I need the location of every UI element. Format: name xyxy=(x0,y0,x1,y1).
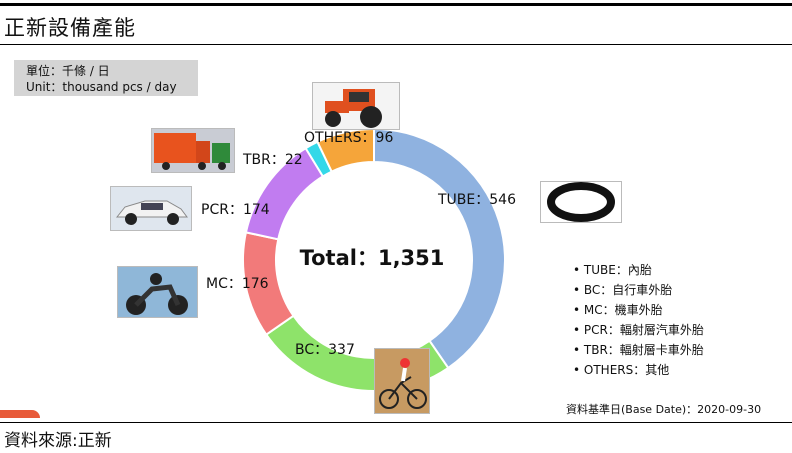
slice-label-tube: TUBE：546 xyxy=(437,192,516,208)
unit-line-english: Unit：thousand pcs / day xyxy=(26,80,177,94)
brand-accent-mark xyxy=(0,410,40,418)
bottom-rule xyxy=(0,422,792,423)
slice-label-bc: BC：337 xyxy=(295,342,355,358)
center-total-label: Total：1,351 xyxy=(300,246,445,270)
legend-item-pcr: • PCR：輻射層汽車外胎 xyxy=(573,323,704,337)
legend-item-bc: • BC：自行車外胎 xyxy=(573,283,673,297)
legend: • TUBE：內胎 • BC：自行車外胎 • MC：機車外胎 • PCR：輻射層… xyxy=(573,260,704,380)
base-date-note: 資料基準日(Base Date)：2020-09-30 xyxy=(566,403,762,416)
slice-label-mc: MC：176 xyxy=(206,276,269,292)
unit-line-chinese: 單位：千條 / 日 xyxy=(26,64,110,78)
top-rule xyxy=(0,3,792,6)
title-rule xyxy=(0,44,792,45)
slice-label-tbr: TBR：22 xyxy=(242,152,303,168)
slice-labels: TUBE：546 BC：337 MC：176 PCR：174 TBR：22OTHERS：… xyxy=(201,130,516,358)
slice-label-others: OTHERS：96 xyxy=(304,130,393,146)
car-photo xyxy=(110,186,192,231)
legend-item-mc: • MC：機車外胎 xyxy=(573,303,663,317)
legend-item-others: • OTHERS：其他 xyxy=(573,363,670,377)
tractor-photo xyxy=(312,82,400,130)
source-note: 資料來源:正新 xyxy=(4,431,112,451)
page-title: 正新設備產能 xyxy=(4,16,136,40)
motorcycle-photo xyxy=(117,266,198,318)
bicycle-photo xyxy=(374,348,430,414)
unit-box: 單位：千條 / 日 Unit：thousand pcs / day xyxy=(14,60,198,96)
slice-label-pcr: PCR：174 xyxy=(201,202,270,218)
slice-others xyxy=(316,127,375,173)
truck-photo xyxy=(151,128,235,173)
legend-item-tube: • TUBE：內胎 xyxy=(573,263,652,277)
legend-item-tbr: • TBR：輻射層卡車外胎 xyxy=(573,343,704,357)
tube-photo xyxy=(540,181,622,223)
